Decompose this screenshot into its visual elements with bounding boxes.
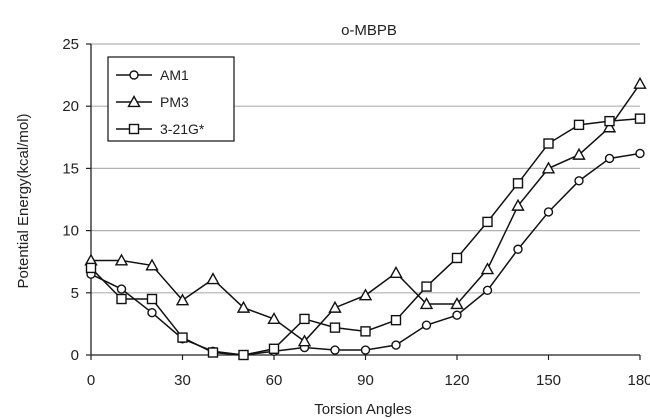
data-point-pm3-120 [450,297,464,310]
axes [86,43,641,360]
y-tick-label-10: 10 [62,223,79,240]
data-point-pm3-10 [114,253,129,266]
data-point-am1-160 [574,176,584,186]
data-point-3-21g-140 [512,178,524,189]
legend-label-3-21g: 3-21G* [160,121,205,137]
data-point-am1-140 [513,244,523,254]
x-tick-label-120: 120 [444,372,469,389]
data-point-3-21g-90 [360,326,371,337]
data-point-3-21g-10 [116,293,127,305]
data-point-am1-20 [147,308,157,318]
series-pm3 [84,76,647,347]
legend-label-pm3: PM3 [160,94,189,110]
data-point-pm3-90 [358,288,373,301]
data-point-am1-100 [391,340,401,350]
legend: AM1 PM3 3-21G* [107,56,235,142]
data-point-pm3-20 [145,258,159,271]
data-point-pm3-80 [328,300,342,313]
data-point-pm3-40 [206,272,220,285]
data-point-am1-10 [116,284,127,294]
y-tick-label-5: 5 [71,285,79,302]
series-line-3-21g [90,117,641,356]
y-tick-label-25: 25 [62,36,79,53]
data-point-pm3-150 [541,161,556,174]
y-tick-label-15: 15 [62,160,79,177]
data-point-3-21g-0 [85,262,97,274]
data-point-pm3-30 [175,293,190,306]
data-point-pm3-140 [511,198,525,211]
legend-marker-3-21g [128,123,140,135]
x-tick-labels: 0 30 60 90 120 150 180 [87,372,650,389]
legend-item-3-21g: 3-21G* [116,121,205,137]
data-point-pm3-60 [267,311,281,325]
data-point-3-21g-120 [451,252,463,264]
legend-marker-am1 [129,70,139,80]
data-point-3-21g-150 [543,138,554,149]
data-point-pm3-110 [419,297,434,310]
data-point-3-21g-30 [177,332,188,343]
data-point-3-21g-110 [421,281,432,292]
data-point-am1-110 [421,320,432,330]
legend-item-pm3: PM3 [116,94,189,110]
data-point-3-21g-80 [329,322,341,333]
data-point-pm3-100 [389,265,403,278]
data-point-3-21g-170 [604,115,615,127]
data-point-pm3-160 [572,147,586,160]
data-point-3-21g-160 [573,119,585,131]
data-point-3-21g-130 [482,216,493,228]
data-point-3-21g-180 [634,113,646,124]
x-tick-label-180: 180 [627,372,650,389]
data-point-pm3-170 [602,120,617,133]
data-point-3-21g-60 [268,343,280,354]
data-point-am1-180 [635,148,645,159]
chart-title: o-MBPB [341,22,397,39]
y-tick-label-20: 20 [62,98,79,115]
data-point-pm3-180 [633,76,647,89]
data-point-am1-90 [360,345,371,355]
data-point-pm3-50 [236,300,251,313]
data-point-3-21g-40 [207,347,219,358]
data-point-am1-80 [330,345,340,355]
x-tick-label-150: 150 [536,372,561,389]
data-point-am1-130 [482,285,493,296]
data-point-3-21g-50 [238,349,249,361]
legend-item-am1: AM1 [116,67,189,83]
legend-marker-pm3 [127,95,141,108]
series-3-21g [85,113,646,361]
x-tick-label-0: 0 [87,372,95,389]
data-point-3-21g-70 [299,313,310,325]
y-tick-label-0: 0 [71,347,79,364]
y-axis-title: Potential Energy(kcal/mol) [15,113,32,288]
data-point-pm3-70 [297,334,312,347]
data-point-pm3-130 [480,262,495,275]
data-point-am1-120 [452,310,462,320]
y-tick-labels: 0 5 10 15 20 25 [62,36,79,364]
data-point-3-21g-20 [146,293,158,305]
data-point-3-21g-100 [390,314,402,326]
x-tick-label-60: 60 [266,372,283,389]
series-group [84,76,647,361]
x-axis-title: Torsion Angles [314,401,412,418]
series-line-am1 [90,152,641,356]
x-tick-label-90: 90 [357,372,374,389]
legend-label-am1: AM1 [160,67,189,83]
data-point-am1-150 [543,207,554,217]
data-point-am1-170 [604,153,615,164]
x-tick-label-30: 30 [174,372,191,389]
